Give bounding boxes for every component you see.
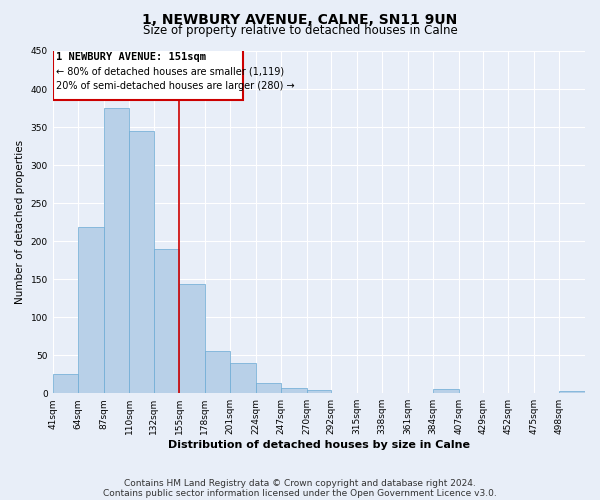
Text: Size of property relative to detached houses in Calne: Size of property relative to detached ho…: [143, 24, 457, 37]
Bar: [433, 390, 458, 393]
Bar: [205, 350, 230, 393]
Bar: [53, 374, 78, 393]
Bar: [179, 284, 205, 393]
X-axis label: Distribution of detached houses by size in Calne: Distribution of detached houses by size …: [168, 440, 470, 450]
Bar: [230, 363, 256, 393]
Text: ← 80% of detached houses are smaller (1,119): ← 80% of detached houses are smaller (1,…: [56, 66, 284, 76]
Bar: [307, 390, 331, 393]
Bar: [281, 388, 307, 393]
Y-axis label: Number of detached properties: Number of detached properties: [15, 140, 25, 304]
Bar: [154, 248, 179, 393]
Text: 20% of semi-detached houses are larger (280) →: 20% of semi-detached houses are larger (…: [56, 80, 295, 90]
Text: 1 NEWBURY AVENUE: 151sqm: 1 NEWBURY AVENUE: 151sqm: [56, 52, 206, 62]
Bar: [256, 382, 281, 393]
Text: 1, NEWBURY AVENUE, CALNE, SN11 9UN: 1, NEWBURY AVENUE, CALNE, SN11 9UN: [142, 12, 458, 26]
Text: Contains HM Land Registry data © Crown copyright and database right 2024.: Contains HM Land Registry data © Crown c…: [124, 478, 476, 488]
FancyBboxPatch shape: [53, 50, 244, 100]
Bar: [104, 108, 129, 393]
Bar: [78, 228, 104, 393]
Bar: [129, 131, 154, 393]
Bar: [559, 391, 585, 393]
Text: Contains public sector information licensed under the Open Government Licence v3: Contains public sector information licen…: [103, 488, 497, 498]
